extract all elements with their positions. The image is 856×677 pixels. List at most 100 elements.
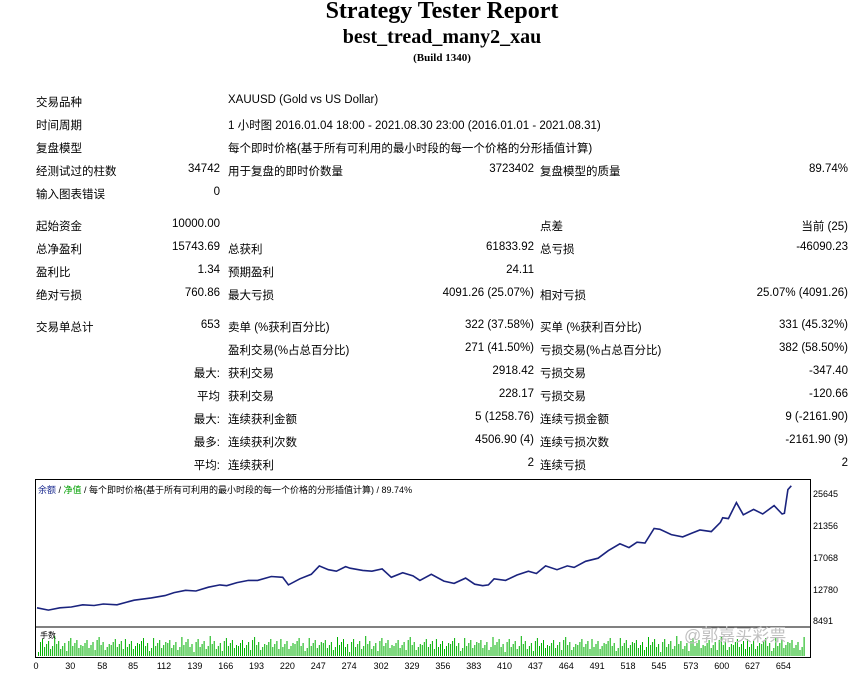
volume-bar xyxy=(664,639,666,656)
volume-bar xyxy=(302,643,304,656)
volume-bar xyxy=(165,642,167,656)
volume-bar xyxy=(231,640,233,656)
volume-bar xyxy=(112,642,114,656)
volume-bar xyxy=(795,645,797,656)
volume-bar xyxy=(765,638,767,656)
volume-bar xyxy=(599,649,601,656)
volume-bar xyxy=(472,648,474,656)
volume-bar xyxy=(575,644,577,656)
errors-row: 输入图表错误 0 xyxy=(0,182,856,205)
volume-bar xyxy=(76,640,78,656)
volume-bar xyxy=(276,641,278,656)
volume-bar xyxy=(139,644,140,656)
volume-bar xyxy=(468,643,470,656)
volume-bar xyxy=(757,646,759,656)
volume-bar xyxy=(411,645,413,656)
volume-bar xyxy=(803,637,805,656)
bars-value: 34742 xyxy=(188,163,220,175)
errors-label: 输入图表错误 xyxy=(36,189,105,201)
net-profit-value: 15743.69 xyxy=(172,241,220,253)
volume-bar xyxy=(124,639,126,656)
volume-bar xyxy=(444,649,445,656)
ticks-label: 用于复盘的即时价数量 xyxy=(228,166,343,178)
volume-bar xyxy=(328,645,330,656)
volume-bar xyxy=(672,649,674,656)
volume-bar xyxy=(195,642,197,656)
volume-bar xyxy=(573,647,575,656)
rel-drawdown-label: 相对亏损 xyxy=(540,290,586,302)
volume-bar xyxy=(306,648,308,656)
x-tick-label: 600 xyxy=(714,661,730,671)
volume-bar xyxy=(78,648,80,656)
volume-bar xyxy=(157,643,159,656)
volume-bar xyxy=(110,645,112,656)
max-cons-losses-label: 连续亏损金额 xyxy=(540,414,609,426)
total-trades-label: 交易单总计 xyxy=(36,322,94,334)
volume-bar xyxy=(692,638,694,656)
volume-bar xyxy=(799,650,801,656)
gross-loss-value: -46090.23 xyxy=(796,241,848,253)
volume-bar xyxy=(779,643,781,656)
volume-bar xyxy=(603,643,605,656)
volume-bar xyxy=(450,644,452,656)
volume-bar xyxy=(296,641,298,656)
volume-bar xyxy=(656,647,658,656)
volume-bar xyxy=(52,646,54,656)
volume-bar xyxy=(423,642,425,656)
volume-bar xyxy=(381,638,383,656)
profit-trades-value: 271 (41.50%) xyxy=(464,342,534,354)
volume-bar xyxy=(462,648,464,656)
volume-bar xyxy=(510,647,512,656)
volume-bar xyxy=(389,648,391,656)
y-tick-label: 25645 xyxy=(813,489,839,499)
volume-bar xyxy=(797,642,799,656)
max-cons-loss-value: -2161.90 (9) xyxy=(785,434,848,446)
balance-line xyxy=(36,485,792,611)
volume-bar xyxy=(135,646,136,656)
volume-bar xyxy=(205,649,207,656)
volume-bar xyxy=(116,647,118,656)
drawdown-row: 绝对亏损 760.86 最大亏损 4091.26 (25.07%) 相对亏损 2… xyxy=(0,283,856,306)
period-value: 1 小时图 2016.01.04 18:00 - 2021.08.30 23:0… xyxy=(228,120,601,132)
abs-drawdown-value: 760.86 xyxy=(184,287,220,299)
volume-bar xyxy=(343,639,344,656)
x-tick-label: 573 xyxy=(683,661,699,671)
rel-drawdown-value: 25.07% (4091.26) xyxy=(756,287,848,299)
volume-bar xyxy=(262,647,264,656)
volume-bar xyxy=(724,642,726,656)
volume-bar xyxy=(660,652,662,656)
symbol-label: 交易品种 xyxy=(36,97,82,109)
volume-bar xyxy=(417,647,419,656)
spread-label: 点差 xyxy=(540,221,563,233)
volume-bar xyxy=(175,642,177,656)
bars-label: 经测试过的柱数 xyxy=(36,166,117,178)
volume-bar xyxy=(528,646,530,656)
volume-bar xyxy=(736,639,738,656)
volume-bar xyxy=(648,637,649,656)
volume-bar xyxy=(567,645,569,656)
x-tick-label: 58 xyxy=(97,661,108,671)
y-tick-label: 8491 xyxy=(813,616,834,626)
volume-bar xyxy=(549,646,551,656)
volume-bar xyxy=(353,639,355,656)
legend-sep: / xyxy=(56,485,64,495)
volume-bar xyxy=(330,642,332,656)
volume-bar xyxy=(92,642,94,656)
volume-bar xyxy=(74,643,76,656)
deposit-value: 10000.00 xyxy=(172,218,220,230)
volume-bar xyxy=(777,646,779,656)
volume-bar xyxy=(555,648,557,656)
volume-bar xyxy=(637,648,639,656)
volume-bar xyxy=(256,645,258,656)
volume-bar xyxy=(324,640,326,656)
expected-payoff-value: 24.11 xyxy=(506,264,534,276)
volume-bar xyxy=(597,641,599,656)
volume-bar xyxy=(789,643,791,656)
volume-bar xyxy=(478,643,480,656)
volume-bar xyxy=(561,650,563,656)
volume-bar xyxy=(698,640,700,656)
errors-value: 0 xyxy=(213,186,220,198)
volume-bar xyxy=(579,642,581,656)
volume-bar xyxy=(371,649,373,656)
volume-bar xyxy=(347,644,349,656)
